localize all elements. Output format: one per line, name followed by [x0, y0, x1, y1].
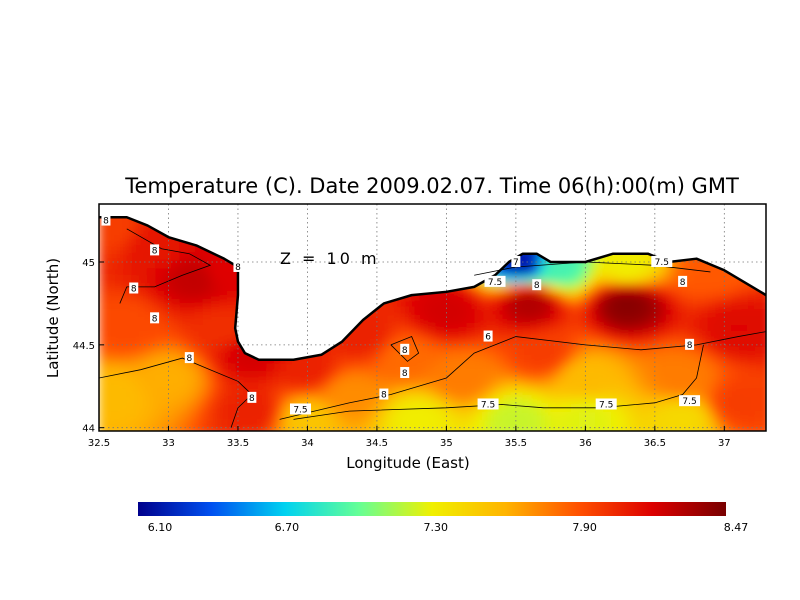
contour-label: 8 [131, 285, 137, 295]
x-tick-label: 34.5 [366, 438, 388, 449]
colorbar-tick-label: 7.90 [572, 521, 597, 534]
depth-annotation: Z = 10 m [280, 249, 380, 268]
grid-lines [99, 204, 766, 431]
contour-label: 7.5 [488, 278, 502, 288]
x-tick-label: 32.5 [88, 438, 110, 449]
contour-line [99, 357, 253, 428]
land-area [99, 204, 766, 360]
x-axis-label: Longitude (East) [346, 454, 469, 472]
contour-label-bg [685, 338, 695, 350]
contour-label-bg [400, 343, 410, 355]
y-tick-label: 44.5 [73, 341, 95, 352]
contour-label: 8 [687, 341, 693, 351]
contour-label: 8 [402, 369, 408, 379]
contour-label-bg [400, 367, 410, 379]
contour-label-bg [150, 244, 160, 256]
contour-labels: 8 8 8 8 8 8 8 8 8 8 6 8 7.5 8 7 7.5 8 7.5 7.5 7.5 7.5 [101, 214, 701, 415]
contour-label: 8 [402, 346, 408, 356]
contour-label-bg [532, 279, 542, 291]
chart-title: Temperature (C). Date 2009.02.07. Time 0… [124, 174, 739, 198]
contour-label: 7.5 [293, 405, 307, 415]
contour-label: 8 [152, 246, 158, 256]
y-tick-label: 45 [82, 258, 95, 269]
contour-label-bg [483, 330, 493, 342]
x-tick-label: 35 [440, 438, 453, 449]
x-axis-ticks: 32.5 33 33.5 34 34.5 35 35.5 36 36.5 37 [88, 426, 731, 449]
contour-label: 8 [186, 354, 192, 364]
contour-label: 8 [534, 281, 540, 291]
x-tick-label: 36.5 [644, 438, 666, 449]
colorbar-ticks: 6.10 6.70 7.30 7.90 8.47 [148, 521, 749, 534]
x-tick-label: 34 [301, 438, 314, 449]
contour-label-bg [651, 255, 673, 267]
contour-label-bg [511, 255, 521, 267]
contour-line [390, 336, 420, 362]
land-mask [99, 204, 766, 360]
colorbar-tick-label: 7.30 [423, 521, 448, 534]
contour-label: 7 [513, 258, 519, 268]
contour-label-bg [477, 398, 499, 410]
colorbar-tick-label: 6.70 [275, 521, 300, 534]
contour-label: 8 [249, 394, 255, 404]
contour-label-bg [595, 398, 617, 410]
contour-label-bg [678, 275, 688, 287]
contour-label-bg [233, 260, 243, 272]
coastline [99, 216, 766, 362]
contour-label: 7.5 [599, 400, 613, 410]
plot-area: 8 8 8 8 8 8 8 8 8 8 6 8 7.5 8 7 7.5 8 7.5 7.5 7.5 7.5 [98, 203, 767, 432]
x-tick-label: 33.5 [227, 438, 249, 449]
contour-label-bg [150, 312, 160, 324]
contour-line [293, 344, 704, 420]
contour-label: 7.5 [655, 258, 669, 268]
contour-label: 6 [485, 333, 491, 343]
y-axis-label: Latitude (North) [44, 258, 62, 378]
contour-label-bg [679, 395, 701, 407]
colorbar: 6.10 6.70 7.30 7.90 8.47 [138, 502, 748, 534]
y-tick-label: 44 [82, 424, 95, 435]
contour-label: 8 [235, 263, 241, 273]
contour-line [279, 331, 766, 420]
contour-label-bg [247, 391, 257, 403]
colorbar-tick-label: 6.10 [148, 521, 173, 534]
contour-label-bg [129, 282, 139, 294]
colorbar-tick-label: 8.47 [724, 521, 749, 534]
coastline-path [99, 216, 766, 362]
y-axis-ticks: 44 44.5 45 [73, 258, 104, 435]
contour-label: 8 [103, 217, 109, 227]
x-tick-label: 37 [718, 438, 731, 449]
contour-label: 8 [381, 391, 387, 401]
plot-frame [98, 203, 767, 432]
x-tick-label: 33 [162, 438, 175, 449]
contour-label-bg [184, 352, 194, 364]
contour-label-bg [289, 403, 311, 415]
contour-lines [99, 228, 766, 428]
x-tick-label: 36 [579, 438, 592, 449]
contour-label: 7.5 [682, 397, 696, 407]
contour-label: 8 [152, 314, 158, 324]
x-tick-label: 35.5 [505, 438, 527, 449]
contour-label-bg [101, 214, 111, 226]
colorbar-gradient [138, 502, 726, 516]
contour-label-bg [484, 275, 506, 287]
contour-label-bg [379, 388, 389, 400]
contour-label: 7.5 [481, 400, 495, 410]
contour-label: 8 [680, 278, 686, 288]
